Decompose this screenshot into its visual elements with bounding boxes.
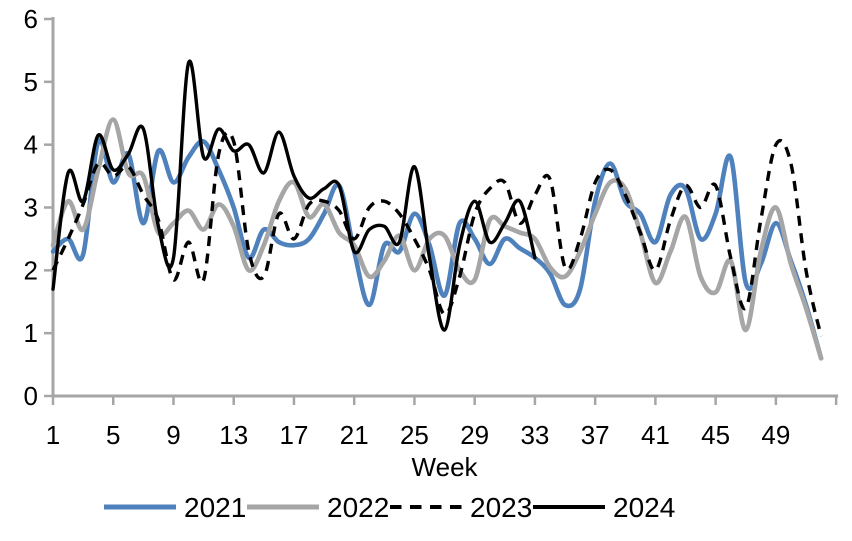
series-line-2023	[51, 130, 823, 337]
legend-label: 2022	[327, 492, 389, 523]
x-tick-label: 17	[279, 420, 308, 450]
y-tick-label: 4	[24, 130, 38, 160]
y-tick-label: 2	[24, 255, 38, 285]
legend-label: 2021	[184, 492, 246, 523]
x-tick-label: 45	[701, 420, 730, 450]
x-tick-label: 25	[400, 420, 429, 450]
series-line-2022	[50, 117, 824, 361]
x-tick-label: 9	[166, 420, 180, 450]
x-tick-label: 41	[641, 420, 670, 450]
x-tick-label: 13	[219, 420, 248, 450]
y-tick-label: 3	[24, 193, 38, 223]
y-tick-label: 5	[24, 67, 38, 97]
x-tick-label: 5	[106, 420, 120, 450]
x-tick-label: 21	[340, 420, 369, 450]
legend-item-2022: 2022	[247, 492, 389, 523]
series-line-2021	[50, 137, 824, 361]
legend-item-2023: 2023	[390, 492, 532, 523]
y-tick-label: 1	[24, 318, 38, 348]
x-axis-title: Week	[412, 452, 479, 482]
y-tick-label: 6	[24, 4, 38, 34]
legend-label: 2023	[470, 492, 532, 523]
legend-item-2024: 2024	[533, 492, 675, 523]
x-tick-label: 37	[581, 420, 610, 450]
x-tick-label: 49	[761, 420, 790, 450]
x-tick-label: 1	[46, 420, 60, 450]
legend-label: 2024	[613, 492, 675, 523]
x-tick-label: 33	[520, 420, 549, 450]
x-tick-label: 29	[460, 420, 489, 450]
y-tick-label: 0	[24, 381, 38, 411]
series-line-2024	[51, 59, 537, 332]
legend-item-2021: 2021	[104, 492, 246, 523]
